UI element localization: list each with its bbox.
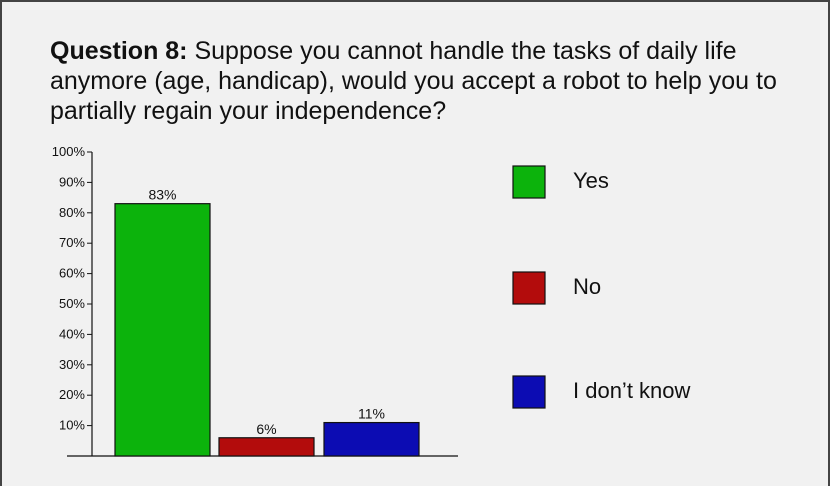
- y-tick-label: 40%: [59, 326, 85, 341]
- y-tick-label: 60%: [59, 266, 85, 281]
- data-label: 83%: [148, 187, 176, 203]
- question-number: Question 8:: [50, 37, 195, 65]
- y-tick-label: 70%: [59, 235, 85, 250]
- legend-label: Yes: [573, 168, 609, 193]
- legend-swatch: [512, 271, 546, 305]
- legend-swatch: [512, 375, 546, 409]
- bar-1: [114, 203, 211, 457]
- question-text: Question 8: Suppose you cannot handle th…: [50, 36, 820, 126]
- y-tick-label: 100%: [52, 144, 86, 159]
- bar-2: [218, 437, 315, 457]
- bar-3: [323, 421, 420, 457]
- legend-label: No: [573, 274, 601, 299]
- y-tick-label: 80%: [59, 205, 85, 220]
- data-label: 6%: [256, 421, 276, 437]
- legend-swatch: [512, 165, 546, 199]
- legend-label: I don’t know: [573, 378, 691, 403]
- y-tick-label: 20%: [59, 387, 85, 402]
- y-tick-label: 10%: [59, 418, 85, 433]
- y-tick-label: 90%: [59, 174, 85, 189]
- question-body: Suppose you cannot handle the tasks of d…: [50, 37, 777, 125]
- data-label: 11%: [358, 406, 385, 422]
- y-tick-label: 30%: [59, 357, 85, 372]
- y-tick-label: 50%: [59, 296, 85, 311]
